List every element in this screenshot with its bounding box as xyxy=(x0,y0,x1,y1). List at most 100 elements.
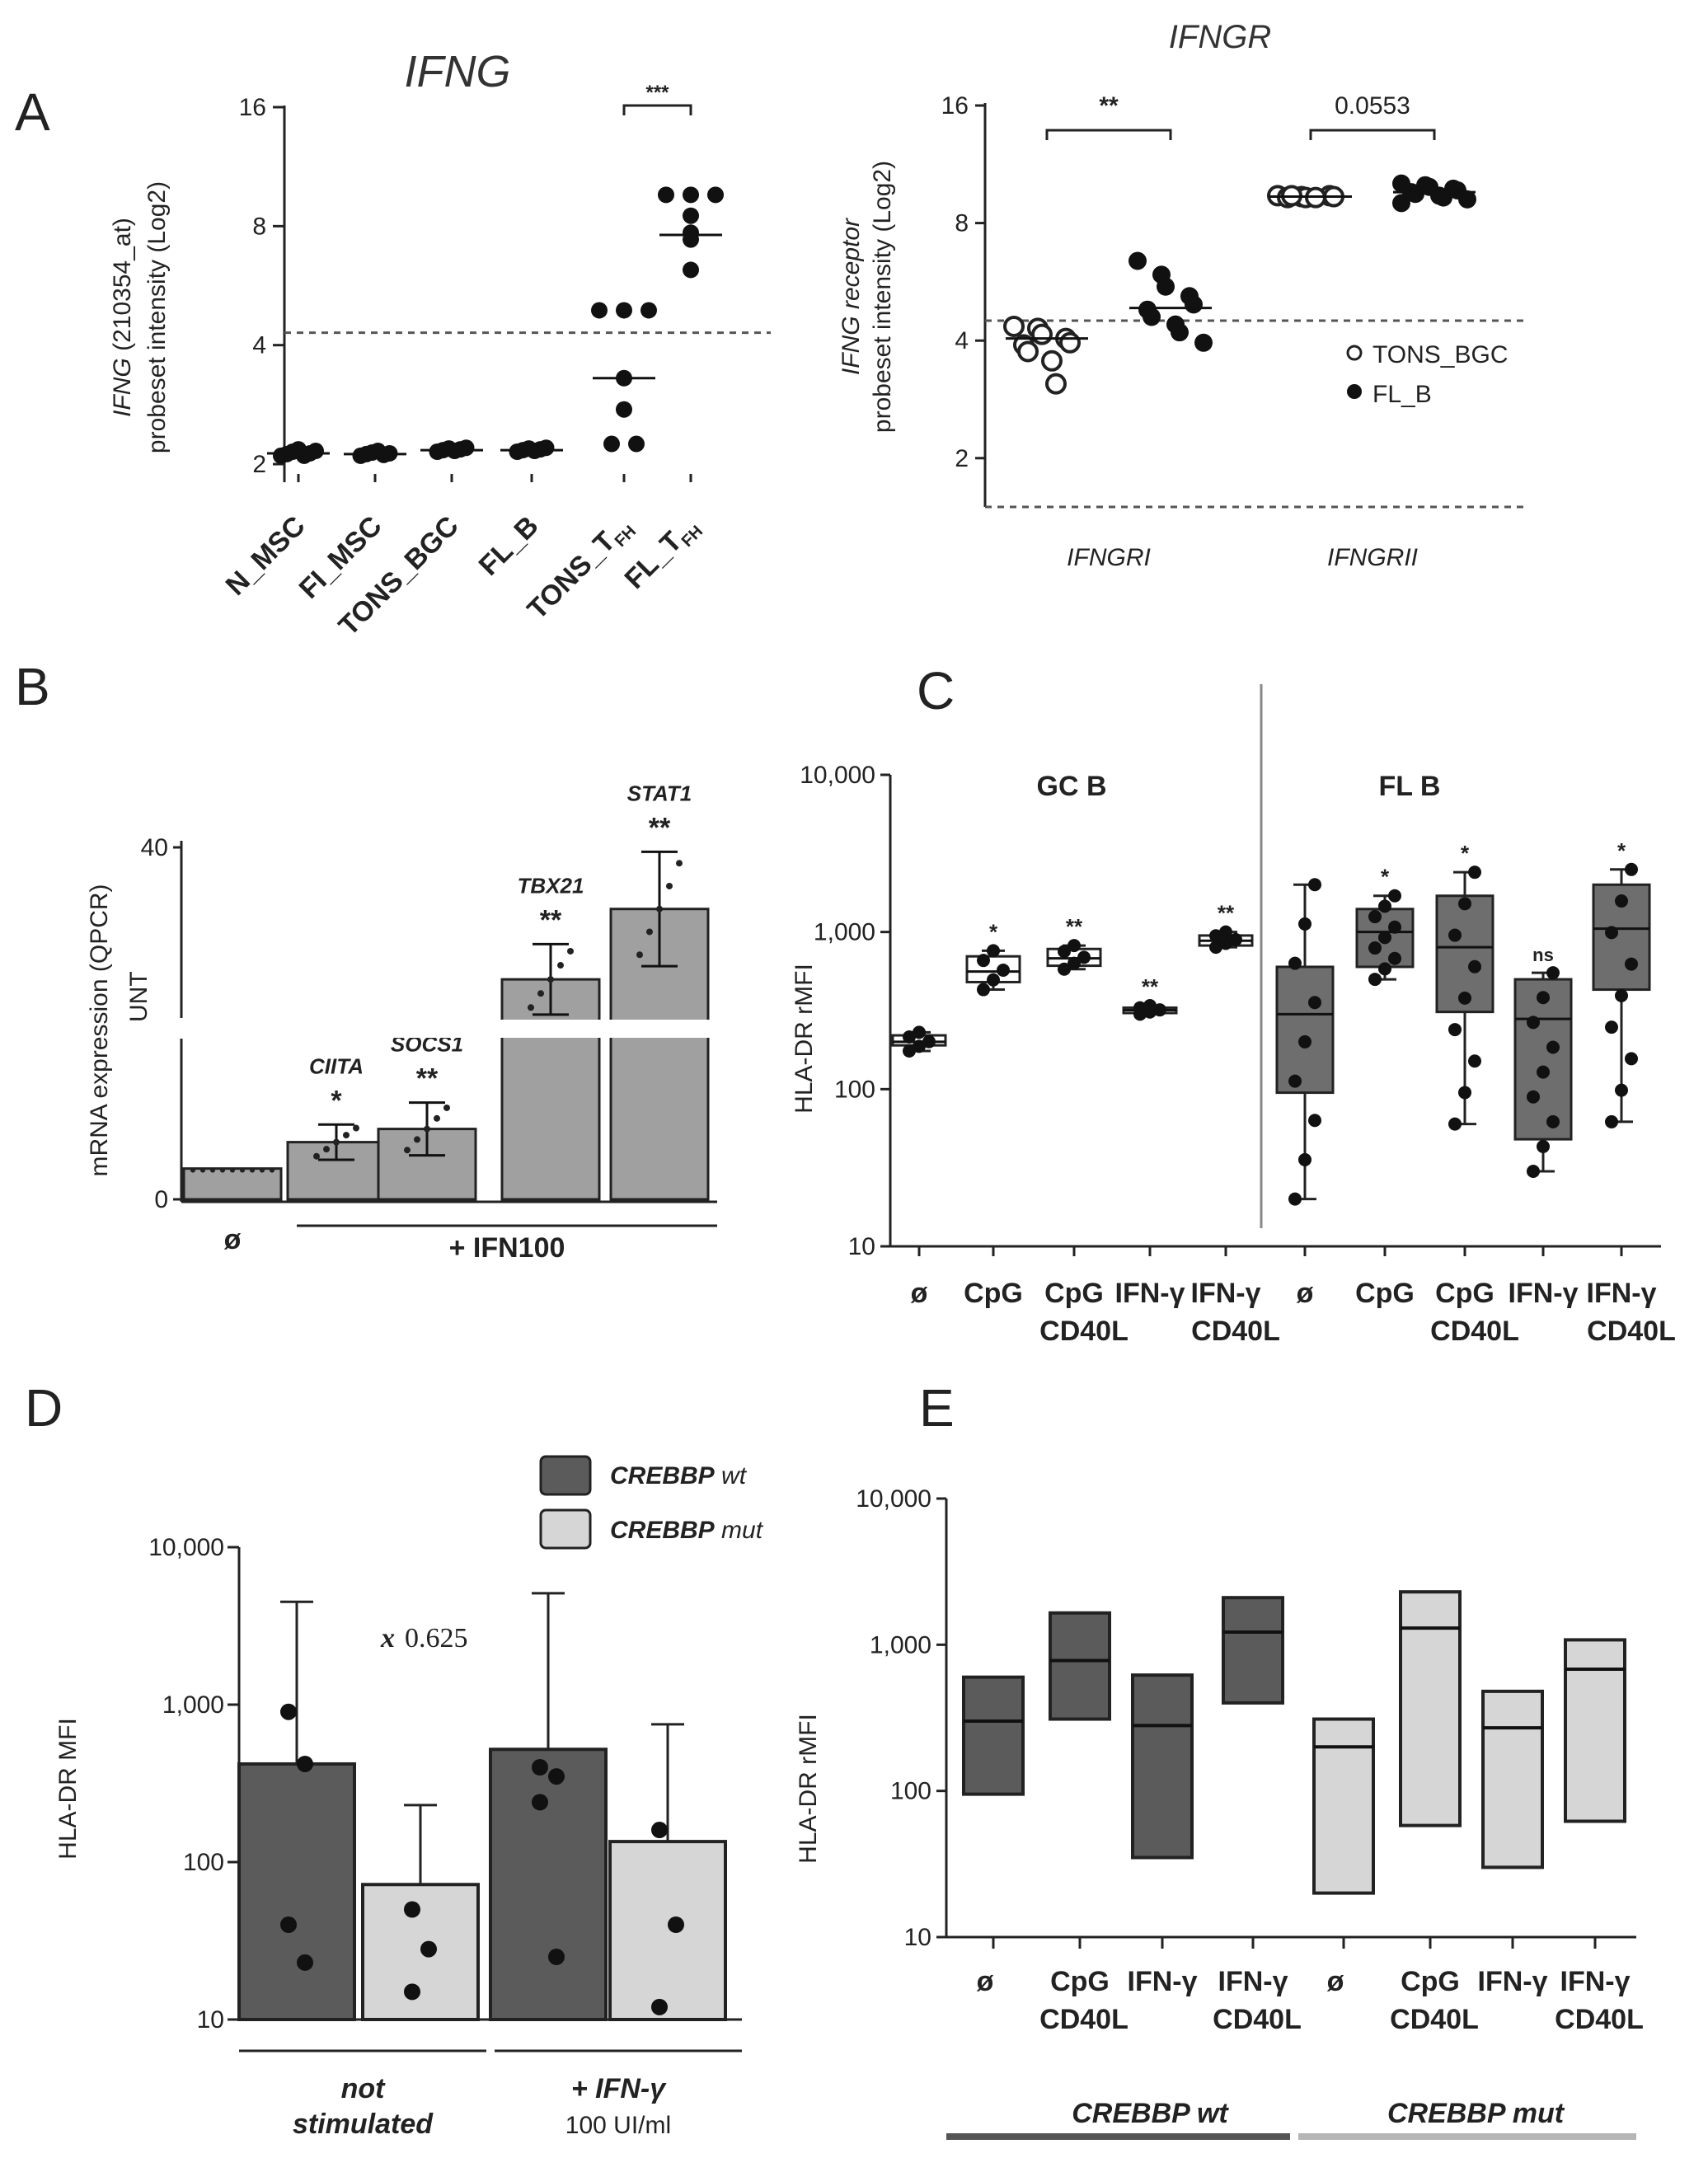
d-point xyxy=(280,1916,297,1934)
b-point xyxy=(260,1167,265,1173)
c-point xyxy=(1615,1083,1628,1097)
b-axis-break-label: UNT xyxy=(125,971,152,1022)
ifngr-x-tick-label: IFNGRI xyxy=(1067,544,1151,571)
c-point xyxy=(987,944,1000,958)
ifng-point xyxy=(683,261,699,279)
c-y-tick-label: 10 xyxy=(848,1233,875,1260)
d-point xyxy=(668,1916,684,1934)
e-y-tick-label: 10,000 xyxy=(856,1485,931,1513)
c-point xyxy=(1077,950,1091,964)
c-stars: * xyxy=(989,919,998,944)
b-point xyxy=(270,1167,274,1173)
ifngr-ylabel-line2: probeset intensity (Log2) xyxy=(869,161,896,433)
b-point xyxy=(537,990,544,997)
legend-mut-swatch xyxy=(539,1508,592,1550)
c-point xyxy=(1458,1086,1471,1100)
d-bar xyxy=(361,1883,480,2022)
ifngr-point-open xyxy=(1045,373,1067,395)
c-group-title-gcb: GC B xyxy=(1037,771,1107,802)
ifng-sig-bracket xyxy=(622,104,692,115)
c-point xyxy=(1058,962,1071,976)
c-stars: * xyxy=(1461,841,1470,866)
b-point xyxy=(210,1167,215,1173)
b-x-label-control: ø xyxy=(224,1224,242,1255)
c-point xyxy=(1458,991,1471,1005)
b-x-group-label: + IFN100 xyxy=(449,1232,565,1264)
d-point xyxy=(532,1759,548,1776)
c-point xyxy=(903,1030,916,1044)
c-x-tick-label: CpG xyxy=(964,1278,1023,1309)
c-point xyxy=(1546,1040,1560,1054)
d-point xyxy=(548,1768,565,1785)
d-group-label-line2: stimulated xyxy=(293,2109,434,2140)
c-x-tick-label: CpG CD40L xyxy=(1430,1278,1519,1347)
e-box xyxy=(1222,1596,1284,1705)
c-stars: * xyxy=(1617,838,1626,863)
ifng-point xyxy=(683,207,699,224)
ifngr-point-open xyxy=(1031,323,1053,345)
e-x-tick-label: IFN-γ CD40L xyxy=(1213,1966,1302,2035)
svg-text:IFNG (210354_at): IFNG (210354_at) xyxy=(109,218,136,417)
c-point xyxy=(977,954,990,968)
d-point xyxy=(532,1794,548,1811)
c-point xyxy=(1615,988,1628,1002)
ifngr-sig-bracket xyxy=(1309,129,1436,140)
c-point xyxy=(1068,939,1081,953)
c-point xyxy=(913,1025,926,1039)
e-box xyxy=(1399,1590,1462,1827)
e-y-tick-label: 1,000 xyxy=(870,1631,931,1658)
c-point xyxy=(1378,962,1391,976)
d-group-label-line1: not xyxy=(341,2073,387,2104)
b-bar xyxy=(500,978,601,1201)
legend-wt-suffix: wt xyxy=(715,1462,748,1489)
ifngr-point-filled xyxy=(1143,307,1161,326)
c-point xyxy=(1143,998,1157,1012)
b-stars: ** xyxy=(649,812,671,843)
c-point xyxy=(1458,897,1471,911)
b-point xyxy=(200,1167,205,1173)
d-point xyxy=(404,1901,420,1918)
panel-label-a: A xyxy=(15,82,50,142)
legend-mut-suffix: mut xyxy=(715,1517,764,1544)
d-y-tick-label: 1,000 xyxy=(162,1691,224,1719)
ifng-y-axis-label: IFNG (210354_at) probeset intensity (Log… xyxy=(109,181,171,453)
b-point xyxy=(443,1104,450,1111)
e-box xyxy=(1312,1717,1375,1895)
b-point xyxy=(676,860,683,867)
c-x-tick-label: ø xyxy=(1297,1278,1314,1309)
ifng-ylabel-rest: (210354_at) xyxy=(109,218,136,358)
d-annotation-value: 0.625 xyxy=(405,1623,468,1654)
ifngr-y-tick-label: 2 xyxy=(955,445,969,472)
c-point xyxy=(913,1039,926,1053)
e-y-axis-label: HLA-DR rMFI xyxy=(795,1714,822,1864)
c-point xyxy=(1288,1192,1302,1206)
b-y-tick-label: 0 xyxy=(154,1186,168,1213)
c-point xyxy=(1527,1165,1540,1179)
ifngr-point-open xyxy=(1059,331,1081,354)
ifngr-y-axis-label: IFNG receptor probeset intensity (Log2) xyxy=(838,161,896,433)
d-bar xyxy=(237,1762,356,2022)
e-x-tick-label: CpG CD40L xyxy=(1039,1966,1128,2035)
c-point xyxy=(1288,956,1302,970)
b-point xyxy=(323,1146,330,1153)
c-point xyxy=(1448,1117,1462,1131)
c-point xyxy=(1468,866,1481,880)
panel-label-b: B xyxy=(15,657,50,716)
d-point xyxy=(651,1822,668,1839)
c-point xyxy=(1546,966,1560,980)
c-point xyxy=(1298,1034,1312,1049)
panel-label-e: E xyxy=(919,1378,955,1438)
ifngr-x-tick-label: IFNGRII xyxy=(1327,544,1418,571)
c-y-axis-label: HLA-DR rMFI xyxy=(791,964,818,1114)
ifng-point xyxy=(628,435,645,453)
c-point xyxy=(1058,945,1071,959)
b-point xyxy=(220,1167,225,1173)
c-point xyxy=(997,963,1010,977)
c-stars: ns xyxy=(1532,945,1554,965)
e-y-tick-label: 10 xyxy=(904,1924,931,1951)
legend-open-marker xyxy=(1346,345,1363,361)
c-point xyxy=(1298,1152,1312,1166)
c-point xyxy=(1209,941,1222,955)
c-x-tick-label: IFN-γ xyxy=(1509,1278,1579,1309)
